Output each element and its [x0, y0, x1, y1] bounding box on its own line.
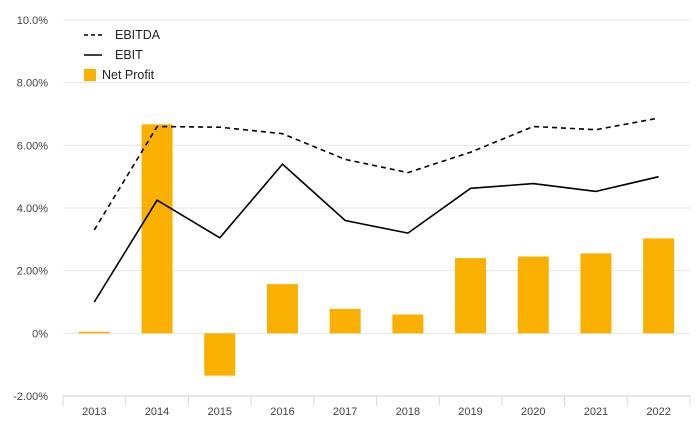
net-profit-bar[interactable]	[580, 253, 612, 334]
net-profit-bar[interactable]	[266, 284, 298, 334]
y-tick-label: 8.00%	[17, 78, 48, 90]
legend-item-ebitda[interactable]: EBITDA	[84, 28, 161, 42]
y-tick-label: 10.0%	[17, 15, 48, 27]
net-profit-bar[interactable]	[392, 314, 424, 334]
series-lines	[93, 117, 659, 303]
ebit-line[interactable]	[93, 163, 659, 303]
net-profit-bar[interactable]	[204, 333, 236, 376]
x-tick-label: 2017	[333, 406, 357, 418]
x-tick-label: 2015	[208, 406, 232, 418]
legend-item-ebit[interactable]: EBIT	[84, 48, 143, 62]
x-tick-label: 2014	[145, 406, 169, 418]
legend-net-profit-label: Net Profit	[102, 68, 155, 82]
x-tick-label: 2013	[82, 406, 106, 418]
net-profit-bars	[78, 124, 675, 376]
y-tick-label: 2.00%	[17, 266, 48, 278]
x-tick-label: 2020	[521, 406, 545, 418]
legend-ebit-label: EBIT	[115, 48, 143, 62]
legend-item-net-profit[interactable]: Net Profit	[84, 68, 155, 82]
x-tick-label: 2019	[458, 406, 482, 418]
y-tick-label: 4.00%	[17, 203, 48, 215]
x-tick-label: 2018	[396, 406, 420, 418]
y-axis-tick-labels: -2.00% 0% 2.00% 4.00% 6.00% 8.00% 10.0%	[13, 15, 48, 403]
legend[interactable]: EBITDA EBIT Net Profit	[84, 28, 161, 82]
net-profit-bar[interactable]	[455, 258, 487, 334]
legend-ebitda-label: EBITDA	[115, 28, 161, 42]
x-tick-label: 2022	[646, 406, 670, 418]
net-profit-bar[interactable]	[643, 238, 675, 334]
x-axis: 2013 2014 2015 2016 2017 2018 2019 2020 2021 2022	[62, 395, 691, 418]
ebitda-line[interactable]	[93, 117, 659, 231]
y-tick-label: -2.00%	[13, 391, 48, 403]
x-tick-label: 2016	[270, 406, 294, 418]
y-tick-label: 0%	[32, 328, 48, 340]
net-profit-bar[interactable]	[78, 331, 110, 334]
net-profit-bar[interactable]	[141, 124, 173, 334]
net-profit-bar[interactable]	[329, 308, 361, 334]
net-profit-bar[interactable]	[517, 256, 549, 334]
x-tick-label: 2021	[584, 406, 608, 418]
y-tick-label: 6.00%	[17, 140, 48, 152]
legend-net-profit-swatch	[84, 69, 96, 81]
